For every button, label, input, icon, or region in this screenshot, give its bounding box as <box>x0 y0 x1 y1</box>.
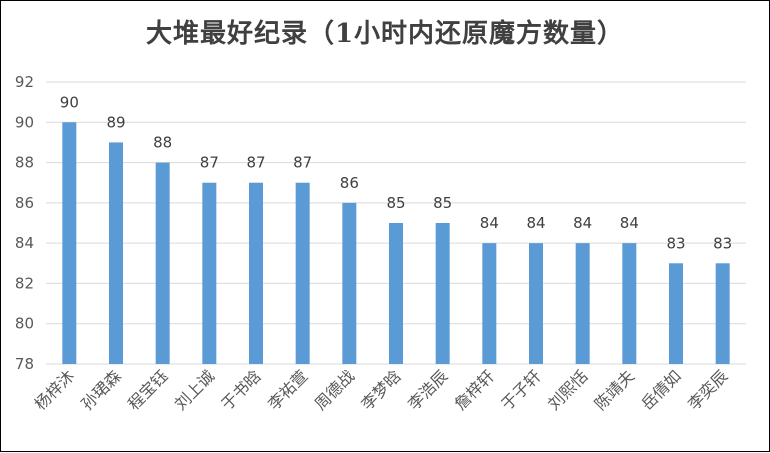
x-tick-label: 程宝钰 <box>124 366 171 413</box>
data-label: 84 <box>480 214 499 232</box>
x-tick-label: 孙珺森 <box>77 366 124 413</box>
x-tick-label: 李奕辰 <box>684 366 731 413</box>
data-label: 86 <box>340 174 359 192</box>
x-tick-label: 刘上诚 <box>171 366 218 413</box>
data-label: 85 <box>433 194 452 212</box>
y-tick-label: 84 <box>15 234 34 252</box>
data-label: 84 <box>620 214 639 232</box>
bar <box>669 263 683 364</box>
data-label: 87 <box>246 154 265 172</box>
y-tick-label: 80 <box>15 315 34 333</box>
x-tick-label: 刘熙恬 <box>544 366 591 413</box>
bar <box>109 142 123 364</box>
y-tick-label: 78 <box>15 355 34 373</box>
chart-title: 大堆最好纪录（1小时内还原魔方数量） <box>145 19 625 49</box>
bar <box>62 122 77 365</box>
x-tick-label: 周德战 <box>311 366 358 413</box>
x-tick-label: 詹梓轩 <box>451 366 498 413</box>
bar <box>155 162 170 364</box>
bar <box>342 202 357 364</box>
y-tick-label: 86 <box>15 194 34 212</box>
x-tick-label: 于书晗 <box>217 366 264 413</box>
data-label: 88 <box>153 134 172 152</box>
y-tick-label: 88 <box>15 154 34 172</box>
bar <box>715 263 730 364</box>
bar <box>529 243 543 364</box>
x-tick-label: 杨梓沐 <box>31 366 78 413</box>
bar <box>575 243 590 364</box>
bar <box>482 243 497 364</box>
bar <box>622 243 637 364</box>
data-label: 87 <box>293 154 312 172</box>
y-tick-label: 82 <box>15 274 34 292</box>
data-label: 83 <box>666 234 685 252</box>
data-label: 84 <box>573 214 592 232</box>
bar <box>202 182 217 364</box>
x-tick-label: 李祐萱 <box>264 366 311 413</box>
x-tick-label: 李浩辰 <box>404 366 451 413</box>
y-tick-label: 92 <box>15 73 34 91</box>
data-label: 87 <box>200 154 219 172</box>
bar <box>249 182 263 364</box>
x-tick-label: 岳倩如 <box>637 366 684 413</box>
data-label: 83 <box>713 234 732 252</box>
data-label: 89 <box>106 113 125 131</box>
data-label: 84 <box>526 214 545 232</box>
x-tick-label: 于子轩 <box>497 366 544 413</box>
data-label: 85 <box>386 194 405 212</box>
y-tick-label: 90 <box>15 113 34 131</box>
bar <box>295 182 310 364</box>
data-label: 90 <box>60 93 79 111</box>
bar <box>435 223 450 364</box>
x-tick-label: 李梦晗 <box>357 366 404 413</box>
x-tick-label: 陈靖夫 <box>591 366 638 413</box>
bar <box>389 223 403 364</box>
